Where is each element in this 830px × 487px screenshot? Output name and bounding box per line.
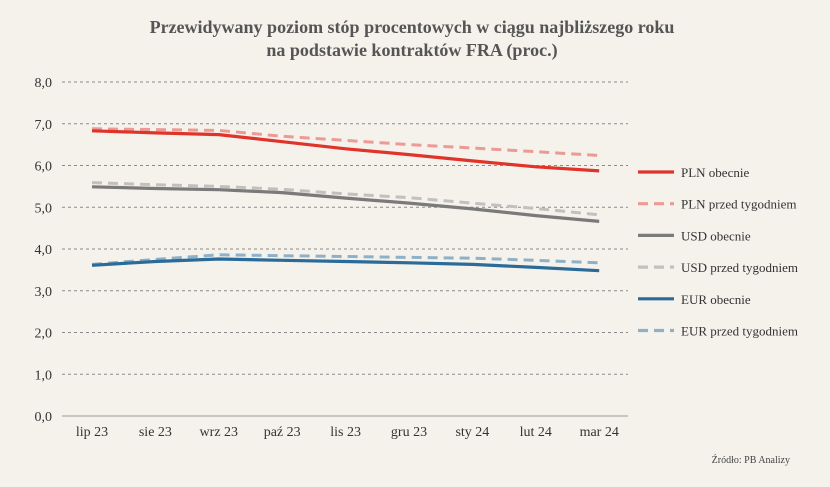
x-tick-label: sty 24 (455, 425, 489, 440)
y-tick-label: 4,0 (35, 243, 53, 258)
y-axis: 0,0 1,0 2,0 3,0 4,0 5,0 6,0 7,0 8,0 (35, 76, 53, 425)
x-tick-label: wrz 23 (200, 425, 239, 440)
y-tick-label: 0,0 (35, 410, 53, 425)
legend-label: EUR obecnie (681, 292, 751, 307)
x-tick-label: lut 24 (520, 425, 552, 440)
x-tick-label: gru 23 (391, 425, 427, 440)
y-tick-label: 2,0 (35, 327, 53, 342)
series-line-usd-obecnie (91, 185, 600, 223)
x-tick-label: lip 23 (76, 425, 108, 440)
series-line-usd-przed-tygodniem (91, 181, 600, 217)
series-line-eur-obecnie (91, 257, 600, 273)
x-tick-label: paź 23 (264, 425, 301, 440)
series-line-eur-przed-tygodniem (91, 253, 600, 266)
y-tick-label: 1,0 (35, 368, 53, 383)
source-note: Źródło: PB Analizy (712, 454, 790, 466)
y-tick-label: 7,0 (35, 118, 53, 133)
y-tick-label: 3,0 (35, 285, 53, 300)
y-tick-label: 5,0 (35, 201, 53, 216)
series-line-pln-obecnie (91, 129, 600, 173)
legend-label: EUR przed tygodniem (681, 324, 798, 339)
legend-label: PLN obecnie (681, 165, 749, 180)
grid (62, 81, 628, 417)
x-tick-label: mar 24 (580, 425, 619, 440)
y-tick-label: 6,0 (35, 160, 53, 175)
legend: PLN obecnie PLN przed tygodniem USD obecni… (638, 165, 798, 339)
x-axis: lip 23 sie 23 wrz 23 paź 23 lis 23 gru 23 sty … (76, 425, 619, 440)
series-lines (91, 127, 600, 273)
legend-label: USD obecnie (681, 228, 751, 243)
series-line-pln-przed-tygodniem (91, 127, 600, 157)
chart-title-line-2: na podstawie kontraktów FRA (proc.) (266, 40, 557, 61)
y-tick-label: 8,0 (35, 76, 53, 91)
x-tick-label: sie 23 (139, 425, 172, 440)
chart-title-line-1: Przewidywany poziom stóp procentowych w … (150, 17, 675, 37)
x-tick-label: lis 23 (330, 425, 361, 440)
legend-label: PLN przed tygodniem (681, 197, 797, 212)
legend-label: USD przed tygodniem (681, 260, 798, 275)
